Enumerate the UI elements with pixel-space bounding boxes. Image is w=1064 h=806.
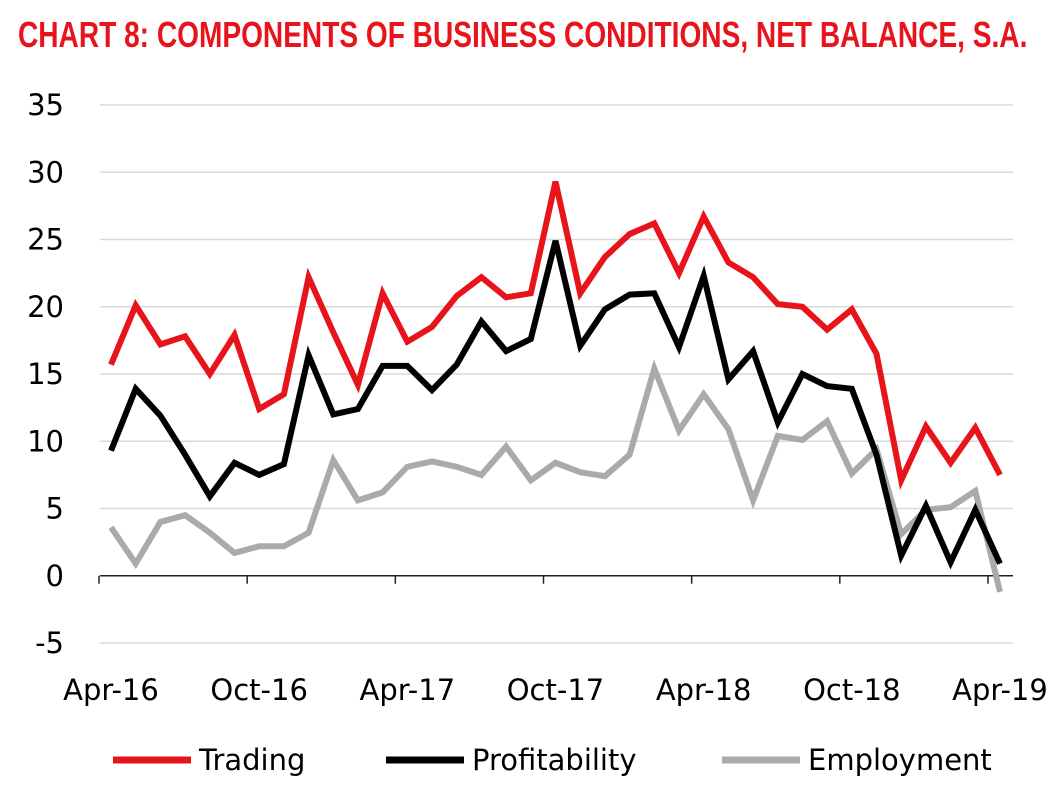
series-line-employment	[108, 359, 1003, 593]
y-tick-label: 5	[46, 492, 64, 526]
x-tick-label: Apr-17	[359, 673, 455, 707]
x-axis	[98, 575, 1013, 584]
legend-label-trading: Trading	[198, 743, 305, 777]
series-line-profitability	[108, 240, 1003, 570]
y-tick-label: 20	[27, 290, 64, 324]
x-tick-label: Apr-19	[952, 673, 1048, 707]
gridlines	[100, 104, 1013, 644]
x-tick-label: Oct-17	[507, 673, 605, 707]
y-axis-tick-labels: -5 0 5 10 15 20 25 30 35	[27, 88, 64, 660]
series-line-trading	[108, 181, 1003, 491]
x-tick-label: Apr-18	[656, 673, 752, 707]
x-tick-label: Oct-16	[210, 673, 308, 707]
chart-title: CHART 8: COMPONENTS OF BUSINESS CONDITIO…	[18, 14, 1028, 55]
x-tick-label: Oct-18	[803, 673, 901, 707]
legend: Trading Profitability Employment	[113, 743, 992, 777]
y-tick-label: 30	[27, 155, 64, 189]
y-tick-label: 35	[27, 88, 64, 122]
y-tick-label: 0	[46, 559, 64, 593]
y-tick-label: 25	[27, 223, 64, 257]
x-tick-label: Apr-16	[63, 673, 159, 707]
legend-label-profitability: Profitability	[472, 743, 637, 777]
y-tick-label: 15	[27, 357, 64, 391]
x-axis-tick-labels: Apr-16 Oct-16 Apr-17 Oct-17 Apr-18 Oct-18 Apr-…	[63, 673, 1048, 707]
legend-label-employment: Employment	[808, 743, 992, 777]
series-lines	[108, 181, 1003, 593]
y-tick-label: -5	[35, 626, 64, 660]
y-tick-label: 10	[27, 424, 64, 458]
